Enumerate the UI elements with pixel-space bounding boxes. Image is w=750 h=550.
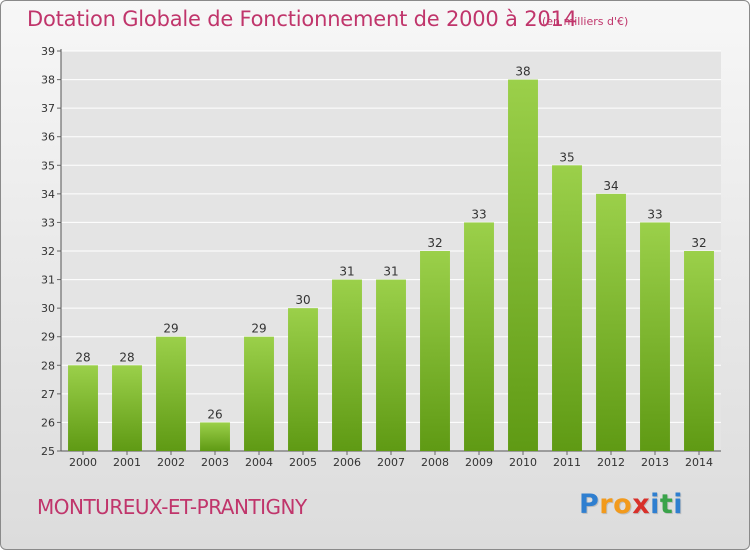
chart-title: Dotation Globale de Fonctionnement de 20…	[27, 7, 577, 31]
x-tick-label-2004: 2004	[245, 456, 273, 469]
data-label-2005: 30	[295, 293, 310, 307]
data-label-2012: 34	[603, 179, 618, 193]
bar-2002	[156, 336, 186, 451]
bar-2004	[244, 336, 274, 451]
bar-2008	[420, 251, 450, 451]
x-tick-label-2011: 2011	[553, 456, 581, 469]
logo-letter: P	[579, 489, 600, 520]
y-tick-label: 29	[41, 331, 55, 344]
y-tick-label: 28	[41, 359, 55, 372]
logo-letter: r	[599, 489, 614, 520]
data-label-2008: 32	[427, 236, 442, 250]
data-label-2010: 38	[515, 65, 530, 79]
y-tick-label: 34	[41, 188, 55, 201]
y-tick-label: 30	[41, 302, 55, 315]
data-label-2004: 29	[251, 322, 266, 336]
data-label-2011: 35	[559, 150, 574, 164]
bar-2001	[112, 365, 142, 451]
y-tick-label: 35	[41, 159, 55, 172]
y-tick-label: 31	[41, 274, 55, 287]
y-tick-label: 39	[41, 45, 55, 58]
logo-letter: i	[673, 489, 684, 520]
bar-2012	[596, 193, 626, 451]
data-label-2002: 29	[163, 322, 178, 336]
y-tick-label: 32	[41, 245, 55, 258]
data-label-2006: 31	[339, 265, 354, 279]
bar-2010	[508, 79, 538, 452]
x-tick-label-2005: 2005	[289, 456, 317, 469]
data-label-2014: 32	[691, 236, 706, 250]
commune-name: MONTUREUX-ET-PRANTIGNY	[37, 495, 307, 519]
bar-2000	[68, 365, 98, 451]
x-tick-label-2006: 2006	[333, 456, 361, 469]
bar-2013	[640, 222, 670, 451]
x-tick-label-2003: 2003	[201, 456, 229, 469]
x-tick-label-2001: 2001	[113, 456, 141, 469]
x-tick-label-2010: 2010	[509, 456, 537, 469]
data-label-2003: 26	[207, 407, 222, 421]
logo-letter: x	[632, 489, 651, 520]
x-tick-label-2013: 2013	[641, 456, 669, 469]
bar-2007	[376, 279, 406, 451]
data-label-2001: 28	[119, 350, 134, 364]
proxiti-logo: Proxiti	[579, 489, 683, 520]
x-tick-label-2014: 2014	[685, 456, 713, 469]
bar-2005	[288, 308, 318, 451]
bar-2003	[200, 422, 230, 451]
y-tick-label: 25	[41, 445, 55, 458]
bar-2011	[552, 165, 582, 452]
x-tick-label-2009: 2009	[465, 456, 493, 469]
data-label-2013: 33	[647, 207, 662, 221]
x-tick-label-2008: 2008	[421, 456, 449, 469]
logo-letter: i	[650, 489, 660, 520]
x-tick-label-2007: 2007	[377, 456, 405, 469]
y-tick-label: 37	[41, 102, 55, 115]
y-tick-label: 27	[41, 388, 55, 401]
bar-2014	[684, 251, 714, 451]
data-label-2009: 33	[471, 207, 486, 221]
y-tick-label: 36	[41, 131, 55, 144]
y-tick-label: 26	[41, 416, 55, 429]
logo-letter: o	[613, 489, 633, 520]
bar-2009	[464, 222, 494, 451]
data-label-2000: 28	[75, 350, 90, 364]
x-tick-label-2000: 2000	[69, 456, 97, 469]
logo-letter: t	[659, 489, 674, 520]
data-label-2007: 31	[383, 265, 398, 279]
y-tick-label: 33	[41, 216, 55, 229]
chart-subtitle: (en milliers d'€)	[542, 15, 629, 28]
y-tick-label: 38	[41, 74, 55, 87]
bar-2006	[332, 279, 362, 451]
x-tick-label-2012: 2012	[597, 456, 625, 469]
x-tick-label-2002: 2002	[157, 456, 185, 469]
